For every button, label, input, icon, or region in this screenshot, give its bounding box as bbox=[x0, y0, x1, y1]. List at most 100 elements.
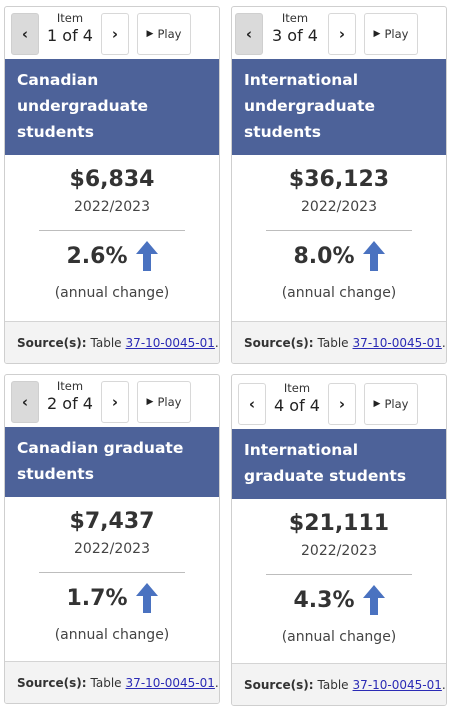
change-note: (annual change) bbox=[54, 627, 170, 643]
annual-change: 1.7% bbox=[5, 583, 219, 613]
play-button[interactable]: ▶ Play bbox=[137, 381, 191, 423]
source-label: Source(s): bbox=[17, 675, 87, 690]
stat-card-international-undergraduate: ‹ Item 3 of 4 › ▶ Play International und… bbox=[231, 6, 447, 364]
card-body: $7,437 2022/2023 1.7% (annual change) bbox=[5, 497, 219, 663]
tuition-amount: $7,437 bbox=[69, 509, 155, 534]
card-body: $6,834 2022/2023 2.6% (annual change) bbox=[5, 155, 219, 323]
source-prefix: Table bbox=[90, 335, 122, 350]
previous-button[interactable]: ‹ bbox=[11, 381, 39, 423]
arrow-up-icon bbox=[135, 241, 158, 271]
change-note: (annual change) bbox=[54, 285, 170, 301]
card-footer: Source(s): Table 37-10-0045-01 . bbox=[232, 663, 446, 705]
carousel-controls: ‹ Item 3 of 4 › ▶ Play bbox=[232, 7, 446, 59]
arrow-up-icon bbox=[362, 241, 385, 271]
chevron-left-icon: ‹ bbox=[21, 25, 29, 43]
source-prefix: Table bbox=[317, 335, 349, 350]
stat-card-canadian-undergraduate: ‹ Item 1 of 4 › ▶ Play Canadian undergra… bbox=[4, 6, 220, 364]
card-body: $21,111 2022/2023 4.3% (annual change) bbox=[232, 499, 446, 665]
arrow-up-icon bbox=[362, 585, 385, 615]
item-label: Item bbox=[281, 11, 309, 25]
academic-year: 2022/2023 bbox=[301, 199, 377, 215]
card-title: Canadian graduate students bbox=[5, 427, 219, 497]
source-suffix: . bbox=[214, 335, 219, 350]
play-label: Play bbox=[384, 27, 409, 41]
card-title: Canadian undergraduate students bbox=[5, 59, 219, 155]
source-label: Source(s): bbox=[244, 677, 314, 692]
annual-change: 4.3% bbox=[232, 585, 446, 615]
source-prefix: Table bbox=[90, 675, 122, 690]
card-footer: Source(s): Table 37-10-0045-01 . bbox=[5, 661, 219, 703]
change-note: (annual change) bbox=[281, 285, 397, 301]
chevron-left-icon: ‹ bbox=[245, 25, 253, 43]
chevron-left-icon: ‹ bbox=[248, 395, 256, 413]
play-button[interactable]: ▶ Play bbox=[364, 383, 418, 425]
tuition-amount: $21,111 bbox=[288, 511, 390, 536]
previous-button[interactable]: ‹ bbox=[11, 13, 39, 55]
chevron-right-icon: › bbox=[338, 395, 346, 413]
tuition-amount: $6,834 bbox=[69, 167, 155, 192]
play-icon: ▶ bbox=[373, 399, 381, 409]
card-footer: Source(s): Table 37-10-0045-01 . bbox=[5, 321, 219, 363]
divider bbox=[266, 574, 412, 575]
chevron-right-icon: › bbox=[111, 393, 119, 411]
item-counter: Item 3 of 4 bbox=[266, 12, 324, 56]
academic-year: 2022/2023 bbox=[74, 199, 150, 215]
card-title: International undergraduate students bbox=[232, 59, 446, 155]
play-label: Play bbox=[157, 395, 182, 409]
next-button[interactable]: › bbox=[328, 383, 356, 425]
item-counter: Item 1 of 4 bbox=[41, 12, 99, 56]
next-button[interactable]: › bbox=[101, 381, 129, 423]
source-table-link[interactable]: 37-10-0045-01 bbox=[125, 675, 215, 690]
source-suffix: . bbox=[214, 675, 219, 690]
item-label: Item bbox=[56, 11, 84, 25]
play-button[interactable]: ▶ Play bbox=[364, 13, 418, 55]
source-suffix: . bbox=[441, 677, 446, 692]
academic-year: 2022/2023 bbox=[74, 541, 150, 557]
item-label: Item bbox=[283, 381, 311, 395]
carousel-controls: ‹ Item 2 of 4 › ▶ Play bbox=[5, 375, 219, 427]
play-icon: ▶ bbox=[146, 397, 154, 407]
play-label: Play bbox=[384, 397, 409, 411]
divider bbox=[39, 572, 185, 573]
source-label: Source(s): bbox=[244, 335, 314, 350]
item-label: Item bbox=[56, 379, 84, 393]
play-button[interactable]: ▶ Play bbox=[137, 13, 191, 55]
chevron-right-icon: › bbox=[338, 25, 346, 43]
item-position: 1 of 4 bbox=[47, 26, 93, 45]
play-icon: ▶ bbox=[146, 29, 154, 39]
next-button[interactable]: › bbox=[101, 13, 129, 55]
divider bbox=[266, 230, 412, 231]
change-percent: 2.6% bbox=[66, 243, 128, 269]
source-table-link[interactable]: 37-10-0045-01 bbox=[125, 335, 215, 350]
academic-year: 2022/2023 bbox=[301, 543, 377, 559]
item-counter: Item 4 of 4 bbox=[268, 382, 326, 426]
source-prefix: Table bbox=[317, 677, 349, 692]
previous-button[interactable]: ‹ bbox=[235, 13, 263, 55]
chevron-left-icon: ‹ bbox=[21, 393, 29, 411]
card-footer: Source(s): Table 37-10-0045-01 . bbox=[232, 321, 446, 363]
item-position: 4 of 4 bbox=[274, 396, 320, 415]
divider bbox=[39, 230, 185, 231]
change-note: (annual change) bbox=[281, 629, 397, 645]
card-title: International graduate students bbox=[232, 429, 446, 499]
change-percent: 4.3% bbox=[293, 587, 355, 613]
source-table-link[interactable]: 37-10-0045-01 bbox=[352, 335, 442, 350]
tuition-amount: $36,123 bbox=[288, 167, 390, 192]
change-percent: 1.7% bbox=[66, 585, 128, 611]
play-icon: ▶ bbox=[373, 29, 381, 39]
play-label: Play bbox=[157, 27, 182, 41]
annual-change: 2.6% bbox=[5, 241, 219, 271]
source-label: Source(s): bbox=[17, 335, 87, 350]
item-counter: Item 2 of 4 bbox=[41, 380, 99, 424]
next-button[interactable]: › bbox=[328, 13, 356, 55]
carousel-controls: ‹ Item 1 of 4 › ▶ Play bbox=[5, 7, 219, 59]
stat-card-canadian-graduate: ‹ Item 2 of 4 › ▶ Play Canadian graduate… bbox=[4, 374, 220, 704]
source-table-link[interactable]: 37-10-0045-01 bbox=[352, 677, 442, 692]
item-position: 2 of 4 bbox=[47, 394, 93, 413]
arrow-up-icon bbox=[135, 583, 158, 613]
item-position: 3 of 4 bbox=[272, 26, 318, 45]
card-body: $36,123 2022/2023 8.0% (annual change) bbox=[232, 155, 446, 323]
chevron-right-icon: › bbox=[111, 25, 119, 43]
annual-change: 8.0% bbox=[232, 241, 446, 271]
previous-button[interactable]: ‹ bbox=[238, 383, 266, 425]
